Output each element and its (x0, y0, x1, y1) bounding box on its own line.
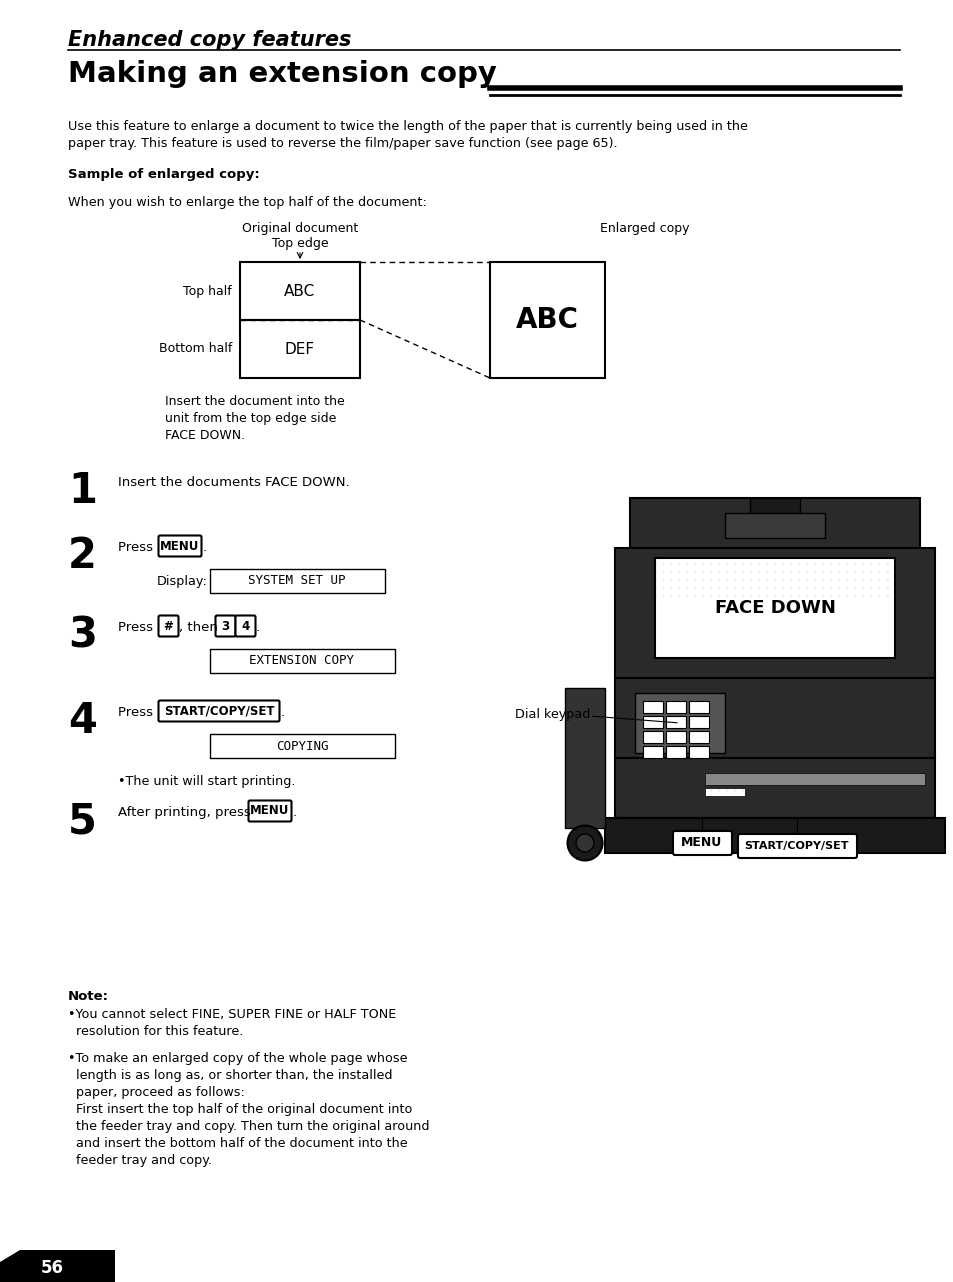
Bar (724, 513, 824, 538)
Text: .: . (255, 620, 260, 635)
Bar (615, 678, 934, 758)
Ellipse shape (576, 835, 594, 853)
Bar (642, 746, 662, 758)
Bar (642, 701, 662, 713)
Text: ABC: ABC (284, 283, 315, 299)
Text: •To make an enlarged copy of the whole page whose
  length is as long as, or sho: •To make an enlarged copy of the whole p… (68, 1053, 429, 1167)
Text: 56: 56 (40, 1259, 64, 1277)
Bar (704, 773, 924, 785)
Text: Insert the documents FACE DOWN.: Insert the documents FACE DOWN. (118, 476, 349, 488)
Bar (615, 758, 934, 818)
Text: FACE DOWN: FACE DOWN (714, 599, 835, 617)
Text: 3: 3 (68, 615, 97, 656)
Text: 4: 4 (68, 700, 97, 742)
Text: START/COPY/SET: START/COPY/SET (744, 841, 848, 851)
Text: .: . (293, 806, 296, 819)
Bar (564, 688, 604, 828)
FancyBboxPatch shape (158, 615, 178, 636)
Text: 4: 4 (241, 619, 250, 632)
Bar (749, 497, 800, 518)
Text: SYSTEM SET UP: SYSTEM SET UP (248, 574, 345, 587)
Bar (665, 746, 685, 758)
Text: Original document
Top edge: Original document Top edge (242, 222, 357, 250)
Text: DEF: DEF (285, 341, 314, 356)
Text: •You cannot select FINE, SUPER FINE or HALF TONE
  resolution for this feature.: •You cannot select FINE, SUPER FINE or H… (68, 1008, 395, 1038)
Bar (688, 731, 708, 744)
Text: •The unit will start printing.: •The unit will start printing. (118, 776, 295, 788)
Bar (688, 701, 708, 713)
Text: Press: Press (118, 706, 157, 719)
Text: Enhanced copy features: Enhanced copy features (68, 29, 351, 50)
FancyBboxPatch shape (738, 835, 856, 858)
Bar (665, 701, 685, 713)
Text: Note:: Note: (68, 990, 109, 1003)
Bar (629, 497, 919, 553)
Text: When you wish to enlarge the top half of the document:: When you wish to enlarge the top half of… (68, 196, 426, 209)
Bar (688, 746, 708, 758)
Text: 1: 1 (68, 470, 97, 512)
Bar (642, 731, 662, 744)
Text: , then: , then (179, 620, 222, 635)
Bar (655, 558, 894, 658)
FancyBboxPatch shape (215, 615, 235, 636)
Text: Enlarged copy: Enlarged copy (599, 222, 689, 235)
Text: Sample of enlarged copy:: Sample of enlarged copy: (68, 168, 259, 181)
Text: 5: 5 (68, 800, 97, 842)
Text: Top half: Top half (183, 285, 232, 297)
Text: After printing, press: After printing, press (118, 806, 254, 819)
Bar (642, 717, 662, 728)
Text: MENU: MENU (680, 836, 721, 850)
Text: Making an extension copy: Making an extension copy (68, 60, 497, 88)
Bar (688, 717, 708, 728)
FancyBboxPatch shape (672, 831, 731, 855)
Bar (490, 262, 604, 378)
Bar (665, 717, 685, 728)
Text: .: . (281, 706, 285, 719)
FancyBboxPatch shape (158, 536, 201, 556)
Text: Dial keypad: Dial keypad (514, 708, 589, 720)
Bar (210, 649, 395, 673)
Bar (665, 731, 685, 744)
Text: Press: Press (118, 541, 157, 554)
Bar (704, 788, 744, 796)
Ellipse shape (567, 826, 602, 860)
Text: Press: Press (118, 620, 157, 635)
Text: 3: 3 (221, 619, 230, 632)
Bar (210, 569, 385, 594)
Text: START/COPY/SET: START/COPY/SET (164, 705, 274, 718)
Text: Bottom half: Bottom half (158, 342, 232, 355)
Bar (210, 735, 395, 758)
Bar (604, 818, 944, 853)
Text: EXTENSION COPY: EXTENSION COPY (250, 655, 355, 668)
Bar (635, 694, 724, 753)
Text: ABC: ABC (516, 306, 578, 335)
Text: 2: 2 (68, 535, 97, 577)
Text: Use this feature to enlarge a document to twice the length of the paper that is : Use this feature to enlarge a document t… (68, 121, 747, 150)
Bar (615, 547, 934, 678)
Text: #: # (164, 619, 173, 632)
FancyBboxPatch shape (248, 800, 292, 822)
Bar (240, 320, 359, 378)
Text: MENU: MENU (250, 805, 290, 818)
FancyBboxPatch shape (158, 700, 279, 722)
Text: COPYING: COPYING (275, 740, 328, 753)
Text: .: . (203, 541, 207, 554)
FancyBboxPatch shape (235, 615, 255, 636)
Bar (240, 262, 359, 320)
Text: Insert the document into the
unit from the top edge side
FACE DOWN.: Insert the document into the unit from t… (165, 395, 344, 442)
Text: Display:: Display: (157, 576, 208, 588)
Polygon shape (0, 1250, 115, 1282)
Text: MENU: MENU (160, 540, 199, 553)
